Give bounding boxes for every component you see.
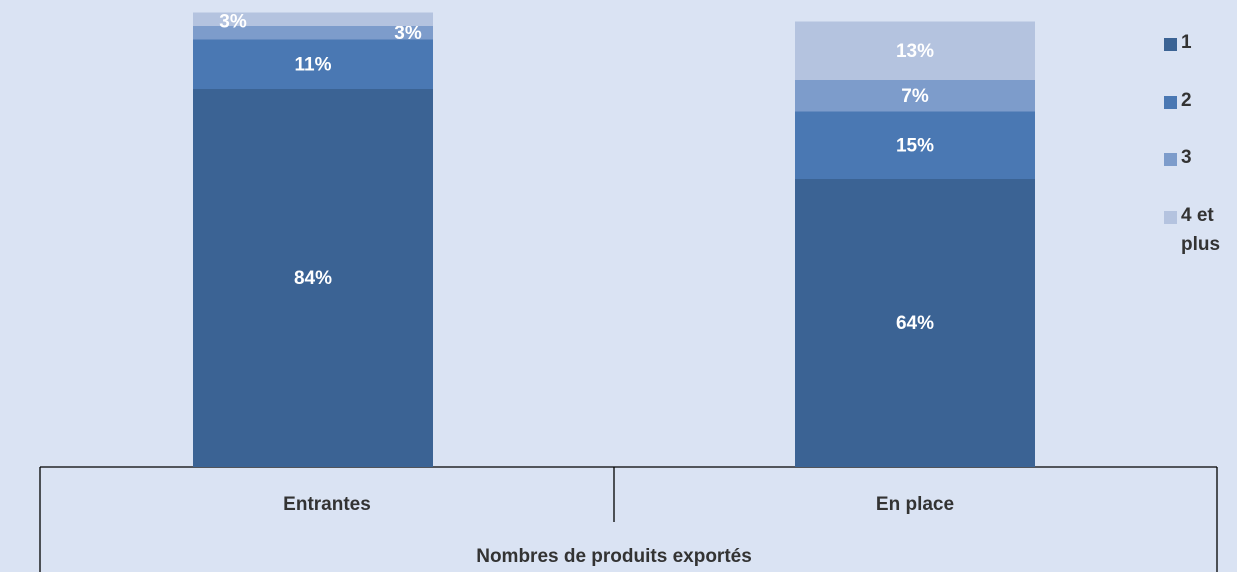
legend-swatch bbox=[1164, 38, 1177, 51]
data-label: 84% bbox=[294, 268, 332, 289]
data-label: 64% bbox=[896, 313, 934, 334]
bar-segment bbox=[193, 39, 433, 89]
legend-item: 2 bbox=[1164, 90, 1231, 115]
data-label: 3% bbox=[394, 23, 422, 44]
bar-segment bbox=[193, 89, 433, 467]
x-tick-label: En place bbox=[876, 494, 954, 515]
data-label: 11% bbox=[295, 54, 332, 75]
legend-item: 4 et plus bbox=[1164, 205, 1231, 259]
data-label: 15% bbox=[896, 135, 934, 156]
legend-label: 1 bbox=[1181, 32, 1192, 53]
bar-segment bbox=[795, 21, 1035, 80]
legend-label: 2 bbox=[1181, 90, 1192, 111]
bar-segment bbox=[193, 12, 433, 26]
x-axis-label: Nombres de produits exportés bbox=[476, 546, 752, 567]
data-label: 3% bbox=[219, 12, 247, 33]
data-label: 13% bbox=[896, 41, 934, 62]
bar-segment bbox=[193, 26, 433, 40]
bar-segment bbox=[795, 80, 1035, 112]
bar-segment bbox=[795, 179, 1035, 467]
legend-label: 3 bbox=[1181, 147, 1192, 168]
legend-swatch bbox=[1164, 153, 1177, 166]
legend-swatch bbox=[1164, 211, 1177, 224]
x-tick-label: Entrantes bbox=[283, 494, 371, 515]
legend-swatch bbox=[1164, 96, 1177, 109]
legend-item: 3 bbox=[1164, 147, 1231, 172]
data-label: 7% bbox=[901, 86, 929, 107]
legend-item: 1 bbox=[1164, 32, 1231, 57]
bar-segment bbox=[795, 111, 1035, 179]
legend-label: 4 et plus bbox=[1181, 205, 1221, 255]
